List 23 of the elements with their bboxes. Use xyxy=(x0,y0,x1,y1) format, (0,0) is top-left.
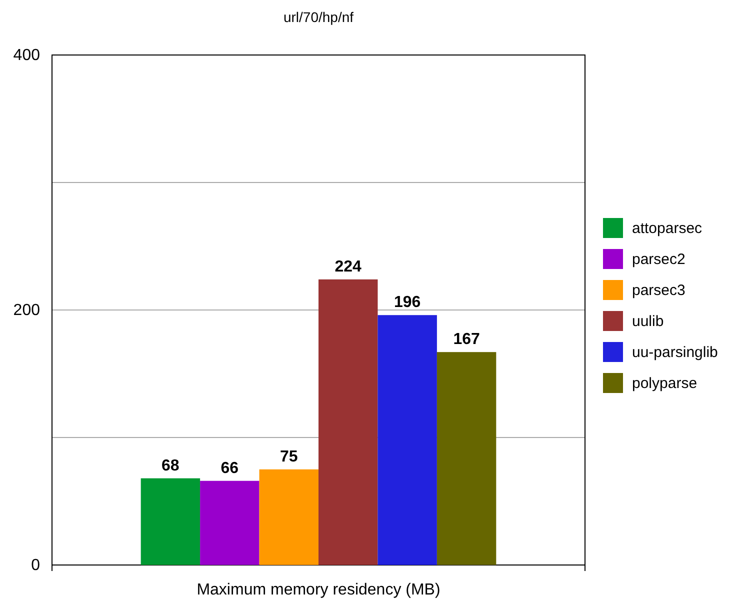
legend-label: attoparsec xyxy=(632,220,703,237)
legend-label: uulib xyxy=(632,313,664,330)
y-tick-label: 400 xyxy=(13,47,40,64)
legend-label: polyparse xyxy=(632,375,698,392)
y-tick-label: 200 xyxy=(13,302,40,320)
x-tick-label: Maximum memory residency (MB) xyxy=(196,581,440,598)
bar xyxy=(378,315,437,565)
data-label: 167 xyxy=(453,331,480,348)
data-label: 66 xyxy=(220,460,239,477)
y-tick-label: 0 xyxy=(31,557,40,574)
legend-label: parsec2 xyxy=(632,251,686,268)
data-label: 75 xyxy=(280,448,298,466)
data-label: 196 xyxy=(394,294,421,312)
legend-label: parsec3 xyxy=(632,282,686,299)
bar xyxy=(200,480,260,565)
legend-label: uu-parsinglib xyxy=(632,344,718,361)
bar xyxy=(318,279,378,565)
bar xyxy=(140,478,200,565)
bar xyxy=(259,469,318,565)
chart-title: url/70/hp/nf xyxy=(283,9,354,25)
bar xyxy=(436,352,496,565)
data-label: 68 xyxy=(162,457,180,474)
data-label: 224 xyxy=(334,258,362,276)
